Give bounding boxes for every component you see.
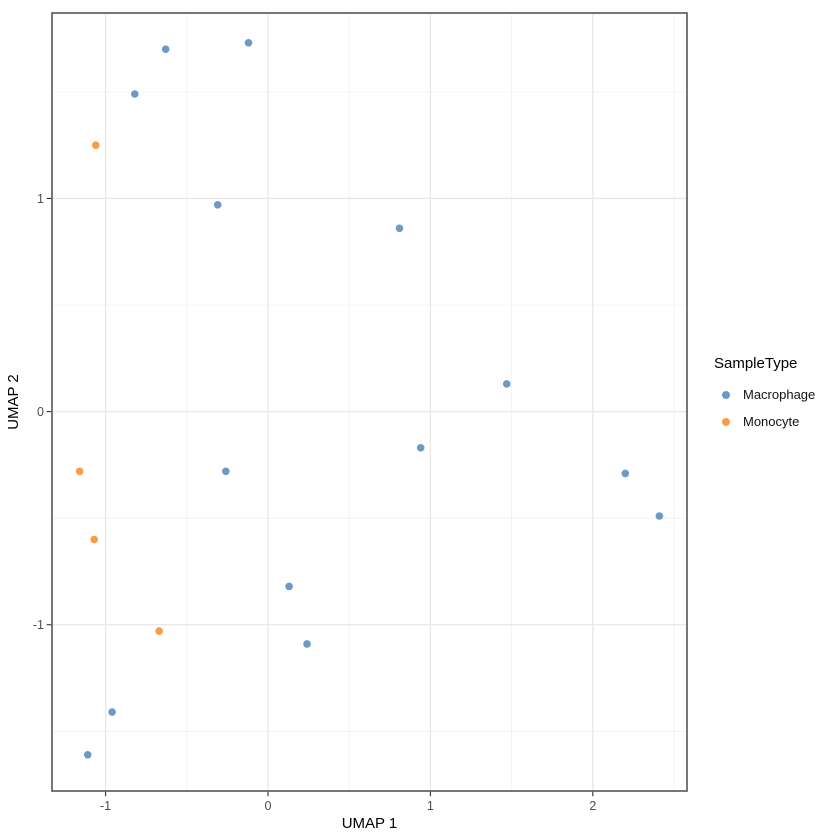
data-point bbox=[416, 444, 425, 452]
x-tick-label: 1 bbox=[427, 799, 434, 813]
legend-title: SampleType bbox=[714, 355, 798, 372]
series-monocyte bbox=[75, 141, 163, 635]
monocyte-point-icon bbox=[722, 417, 730, 426]
macrophage-point-icon bbox=[722, 390, 730, 399]
panel-border bbox=[51, 12, 688, 792]
data-point bbox=[303, 640, 311, 648]
data-point bbox=[155, 627, 163, 635]
data-point bbox=[244, 39, 253, 47]
data-point bbox=[655, 512, 664, 520]
series-macrophage bbox=[83, 39, 664, 759]
axis-ticks: -1 0 1 2 -1 0 1 bbox=[33, 192, 596, 813]
y-tick-label: 0 bbox=[37, 405, 44, 419]
y-tick-label: -1 bbox=[33, 618, 44, 632]
legend: SampleType Macrophage Monocyte bbox=[714, 355, 815, 441]
x-axis-title: UMAP 1 bbox=[341, 815, 398, 832]
grid-minor bbox=[52, 13, 687, 791]
plot-panel bbox=[52, 13, 687, 791]
data-point bbox=[131, 90, 139, 98]
data-point bbox=[285, 582, 293, 591]
data-point bbox=[90, 535, 98, 544]
data-point bbox=[75, 467, 84, 476]
x-tick-label: -1 bbox=[100, 799, 111, 813]
data-point bbox=[161, 45, 170, 53]
grid-major bbox=[52, 13, 687, 791]
data-point bbox=[92, 141, 100, 149]
data-point bbox=[213, 201, 222, 209]
data-point bbox=[502, 380, 511, 388]
y-axis-title: UMAP 2 bbox=[5, 374, 22, 430]
x-tick-label: 0 bbox=[265, 799, 272, 813]
y-tick-label: 1 bbox=[37, 192, 44, 206]
data-point bbox=[621, 469, 630, 478]
legend-label-macrophage: Macrophage bbox=[743, 387, 816, 402]
data-point bbox=[83, 751, 92, 759]
legend-item-macrophage: Macrophage bbox=[714, 387, 815, 402]
data-point bbox=[395, 224, 404, 233]
x-tick-label: 2 bbox=[589, 799, 596, 813]
legend-item-monocyte: Monocyte bbox=[714, 414, 815, 429]
data-point bbox=[222, 467, 230, 476]
legend-label-monocyte: Monocyte bbox=[743, 414, 800, 429]
data-point bbox=[108, 708, 116, 716]
